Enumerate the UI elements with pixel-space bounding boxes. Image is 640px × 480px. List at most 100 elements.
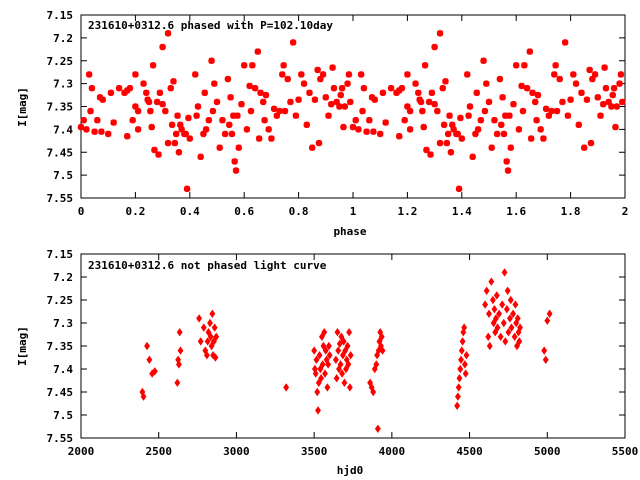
data-point xyxy=(483,80,490,87)
data-point xyxy=(544,316,551,325)
data-point xyxy=(192,71,199,78)
data-point xyxy=(427,151,434,158)
y-tick-label: 7.4 xyxy=(53,123,73,136)
data-point xyxy=(185,114,192,122)
data-point xyxy=(458,355,464,364)
data-point xyxy=(202,126,210,133)
data-point xyxy=(311,96,319,103)
data-point xyxy=(151,146,158,154)
data-point xyxy=(608,103,615,110)
data-point xyxy=(339,369,346,378)
data-point xyxy=(105,130,112,138)
data-point xyxy=(312,369,319,378)
data-point xyxy=(132,71,139,78)
data-point xyxy=(466,103,474,110)
data-point xyxy=(368,94,376,101)
data-point xyxy=(502,337,509,346)
data-point xyxy=(159,101,166,108)
data-point xyxy=(489,295,496,305)
data-point xyxy=(567,96,574,103)
data-point xyxy=(485,332,492,341)
x-tick-label: 5500 xyxy=(612,445,639,458)
data-point xyxy=(145,98,153,106)
data-point xyxy=(442,78,449,85)
x-tick-label: 1.2 xyxy=(397,205,417,218)
x-tick-label: 3000 xyxy=(223,445,250,458)
data-point xyxy=(126,85,134,92)
data-point xyxy=(230,112,237,119)
data-point xyxy=(257,89,264,96)
data-point xyxy=(436,30,444,37)
data-point xyxy=(221,130,229,138)
data-point xyxy=(336,339,343,348)
data-point xyxy=(533,117,540,124)
data-point xyxy=(514,314,521,323)
data-point xyxy=(473,89,480,96)
data-point xyxy=(581,144,588,151)
data-point xyxy=(110,119,117,126)
data-point xyxy=(210,337,217,346)
data-point xyxy=(591,71,599,78)
data-point xyxy=(507,144,514,151)
data-point xyxy=(155,151,162,158)
data-point xyxy=(182,130,189,138)
data-point xyxy=(207,332,214,341)
data-point xyxy=(443,139,451,147)
data-point xyxy=(298,71,305,78)
data-point xyxy=(322,94,329,101)
data-point xyxy=(502,112,509,119)
data-point xyxy=(529,89,536,96)
data-point xyxy=(343,364,349,374)
data-point xyxy=(249,62,256,69)
data-point xyxy=(146,355,153,364)
data-point xyxy=(197,153,204,161)
data-point xyxy=(234,112,241,119)
phased-data-points xyxy=(77,30,626,193)
data-point xyxy=(586,66,593,74)
data-point xyxy=(559,98,566,106)
data-point xyxy=(345,360,352,369)
data-point xyxy=(610,85,618,92)
data-point xyxy=(504,167,512,174)
data-point xyxy=(341,378,348,387)
data-point xyxy=(177,346,184,355)
data-point xyxy=(492,328,499,337)
data-point xyxy=(545,112,553,119)
data-point xyxy=(404,71,411,78)
data-point xyxy=(617,71,625,78)
data-point xyxy=(499,94,506,101)
x-tick-label: 4000 xyxy=(379,445,406,458)
data-point xyxy=(306,89,313,96)
data-point xyxy=(370,128,377,135)
y-tick-label: 7.5 xyxy=(53,409,73,422)
data-point xyxy=(279,71,286,78)
data-point xyxy=(431,101,438,108)
data-point xyxy=(496,309,503,318)
data-point xyxy=(491,305,498,314)
data-point xyxy=(153,98,161,106)
data-point xyxy=(440,121,448,128)
data-point xyxy=(276,107,283,115)
data-point xyxy=(303,121,310,128)
data-point xyxy=(200,323,207,332)
data-point xyxy=(322,369,328,378)
data-point xyxy=(333,374,340,383)
data-point xyxy=(340,123,347,131)
data-point xyxy=(461,323,468,332)
data-point xyxy=(425,98,433,106)
data-point xyxy=(143,89,150,96)
data-point xyxy=(94,117,101,124)
data-point xyxy=(170,78,177,85)
y-tick-label: 7.3 xyxy=(53,78,73,91)
data-point xyxy=(211,323,218,332)
x-tick-label: 2 xyxy=(622,205,629,218)
unphased-y-tick-labels: 7.15 7.2 7.25 7.3 7.35 7.4 7.45 7.5 7.55 xyxy=(47,248,74,445)
data-point xyxy=(235,144,242,151)
data-point xyxy=(339,351,346,360)
data-point xyxy=(359,107,366,115)
data-point xyxy=(208,57,215,64)
data-point xyxy=(352,117,359,124)
data-point xyxy=(325,360,332,369)
data-point xyxy=(193,112,200,119)
data-point xyxy=(174,378,181,387)
